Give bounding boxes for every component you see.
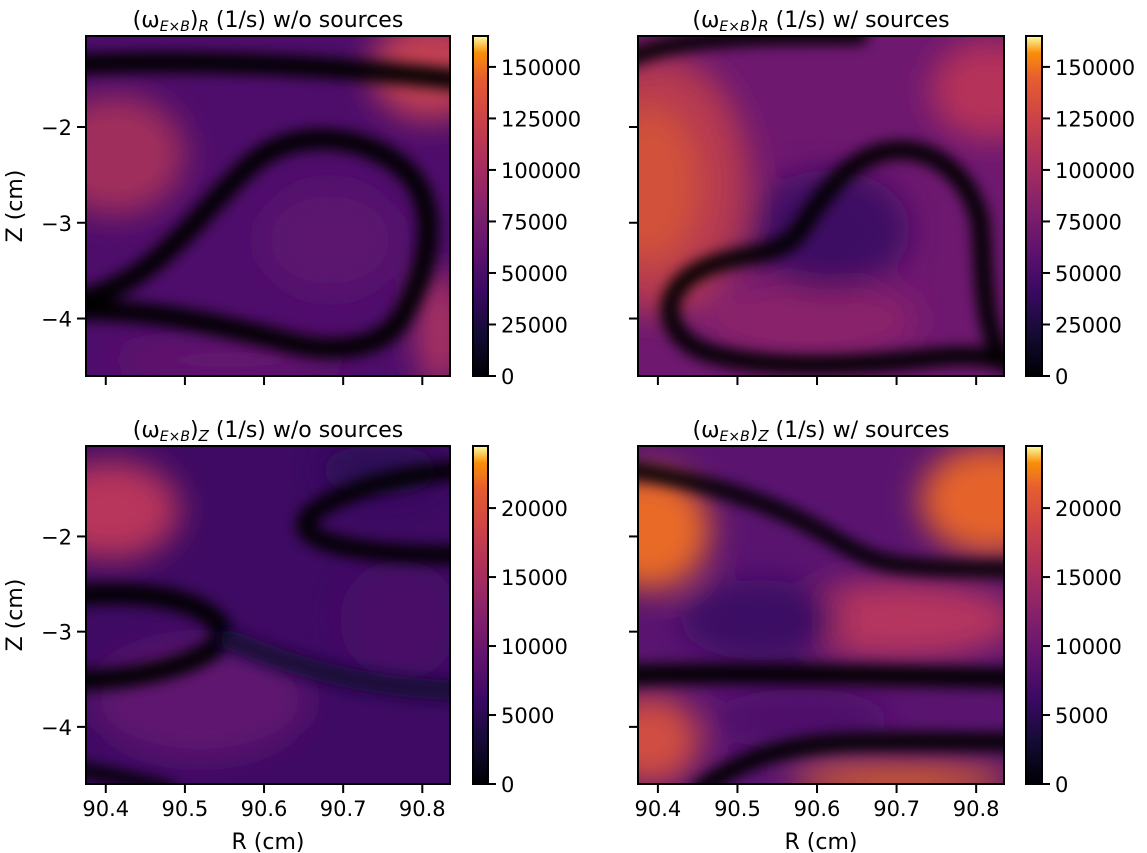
x-tick-label: 90.4 <box>635 797 682 821</box>
colorbar-tick-label: 125000 <box>1055 107 1135 131</box>
colorbar-tick-label: 10000 <box>501 635 568 659</box>
colorbar <box>1025 445 1043 785</box>
y-tick-label: −4 <box>41 308 72 332</box>
colorbar-tick-label: 0 <box>1055 773 1068 797</box>
x-tick-label: 90.4 <box>82 797 129 821</box>
colorbar-tick-label: 20000 <box>501 497 568 521</box>
axes-frame <box>637 35 1005 377</box>
colorbar-tick-label: 50000 <box>501 262 568 286</box>
colorbar <box>1025 35 1043 377</box>
panel-title: (ωE×B)Z (1/s) w/ sources <box>692 418 949 445</box>
x-tick-label: 90.6 <box>794 797 841 821</box>
x-tick-label: 90.8 <box>953 797 1000 821</box>
x-tick-label: 90.8 <box>399 797 446 821</box>
colorbar <box>472 35 489 377</box>
colorbar-tick-label: 20000 <box>1055 497 1122 521</box>
panel-2: (ωE×B)R (1/s) w/ sources 0 25000 50000 75000… <box>629 8 1135 389</box>
x-axis-label: R (cm) <box>785 830 858 853</box>
x-tick-label: 90.7 <box>873 797 920 821</box>
heatmap-field-panel-2 <box>638 36 1004 376</box>
colorbar-tick-label: 0 <box>501 773 514 797</box>
axes-frame <box>85 35 451 377</box>
colorbar-tick-label: 15000 <box>501 566 568 590</box>
colorbar-tick-label: 5000 <box>501 704 554 728</box>
colorbar-tick-label: 125000 <box>501 107 581 131</box>
y-axis-label: Z (cm) <box>3 170 28 243</box>
y-axis-label: Z (cm) <box>3 579 28 652</box>
colorbar-tick-label: 0 <box>501 365 514 389</box>
panel-title: (ωE×B)R (1/s) w/o sources <box>133 8 404 35</box>
y-tick-label: −3 <box>41 212 72 236</box>
colorbar-tick-label: 5000 <box>1055 704 1108 728</box>
heatmap-field-panel-3 <box>86 446 450 784</box>
axes-frame <box>637 445 1005 785</box>
heatmap-field-panel-4 <box>638 446 1004 784</box>
colorbar-tick-label: 150000 <box>501 56 581 80</box>
colorbar-tick-label: 10000 <box>1055 635 1122 659</box>
panel-title: (ωE×B)Z (1/s) w/o sources <box>133 418 403 445</box>
colorbar-tick-label: 15000 <box>1055 566 1122 590</box>
y-tick-label: −4 <box>41 716 72 740</box>
heatmap-field-panel-1 <box>86 36 450 376</box>
x-axis-label: R (cm) <box>232 830 305 853</box>
x-tick-label: 90.5 <box>162 797 209 821</box>
colorbar-tick-label: 100000 <box>1055 159 1135 183</box>
panel-title: (ωE×B)R (1/s) w/ sources <box>692 8 949 35</box>
colorbar-tick-label: 25000 <box>501 313 568 337</box>
x-tick-label: 90.7 <box>320 797 367 821</box>
y-tick-label: −2 <box>41 525 72 549</box>
colorbar-tick-label: 0 <box>1055 365 1068 389</box>
x-tick-label: 90.6 <box>241 797 288 821</box>
x-tick-label: 90.5 <box>714 797 761 821</box>
axes-frame <box>85 445 451 785</box>
panel-1: (ωE×B)R (1/s) w/o sources −2 −3 −4 Z (cm) 0 25… <box>3 8 581 389</box>
y-tick-label: −3 <box>41 621 72 645</box>
y-tick-label: −2 <box>41 116 72 140</box>
colorbar-tick-label: 150000 <box>1055 56 1135 80</box>
colorbar-tick-label: 100000 <box>501 159 581 183</box>
panel-4: (ωE×B)Z (1/s) w/ sources 90.4 90.5 90.6 90.7… <box>629 418 1122 853</box>
colorbar <box>472 445 489 785</box>
colorbar-tick-label: 75000 <box>1055 210 1122 234</box>
colorbar-tick-label: 50000 <box>1055 262 1122 286</box>
panel-3: (ωE×B)Z (1/s) w/o sources −2 −3 −4 90.4 90.5 9… <box>3 418 568 853</box>
colorbar-tick-label: 25000 <box>1055 313 1122 337</box>
colorbar-tick-label: 75000 <box>501 210 568 234</box>
